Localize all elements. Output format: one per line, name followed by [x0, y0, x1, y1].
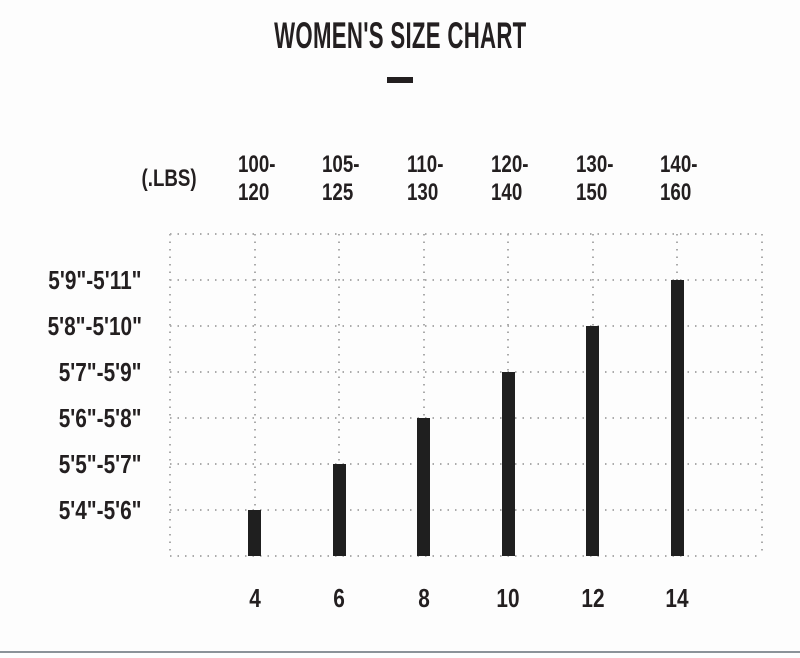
grid-vline [338, 234, 341, 556]
title-divider-dash [387, 77, 413, 83]
weight-range-line1: 100- [237, 151, 276, 178]
chart-title: WOMEN'S SIZE CHART [273, 15, 527, 56]
chart-header: WOMEN'S SIZE CHART [0, 15, 800, 57]
height-range-label: 5'6"-5'8" [59, 403, 142, 433]
size-label: 10 [496, 583, 520, 613]
grid-vline [253, 234, 256, 556]
grid-hline [170, 463, 762, 465]
weight-range-line1: 110- [406, 151, 444, 178]
grid-hline [170, 555, 762, 557]
grid-vline [422, 234, 425, 556]
height-range-label: 5'8"-5'10" [47, 311, 142, 341]
weight-range-line2: 125 [322, 179, 354, 206]
weight-range-label: 140- 160 [660, 151, 697, 207]
size-label: 4 [248, 583, 261, 613]
size-label: 12 [581, 583, 605, 613]
height-range-label: 5'4"-5'6" [59, 495, 142, 525]
weight-range-label: 120- 140 [491, 151, 528, 207]
size-bar [332, 464, 346, 556]
grid-hline [170, 371, 762, 373]
weight-range-line2: 130 [406, 179, 438, 206]
size-bar [670, 280, 684, 556]
size-label: 6 [333, 583, 345, 613]
size-bar [417, 418, 431, 556]
weight-range-line1: 130- [575, 151, 614, 178]
size-label: 8 [417, 583, 430, 613]
chart-grid [169, 233, 763, 557]
weight-range-label: 130- 150 [576, 151, 613, 207]
weight-unit-label: (.LBS) [141, 165, 197, 192]
grid-hline [170, 509, 762, 511]
weight-range-line1: 120- [491, 151, 529, 178]
size-bar [586, 326, 600, 556]
weight-range-line1: 105- [322, 151, 360, 178]
height-range-label: 5'5"-5'7" [59, 449, 142, 479]
grid-hline [170, 325, 762, 327]
grid-vline [761, 234, 763, 556]
height-range-label: 5'9"-5'11" [48, 265, 142, 295]
size-label: 14 [665, 583, 689, 613]
size-bar [248, 510, 262, 556]
grid-vline [169, 234, 171, 556]
section-divider-line [0, 651, 800, 653]
grid-hline [170, 279, 762, 281]
weight-range-label: 100- 120 [238, 151, 275, 207]
weight-range-line2: 160 [660, 179, 692, 206]
size-bar [501, 372, 515, 556]
grid-hline [170, 233, 762, 235]
height-range-label: 5'7"-5'9" [59, 357, 142, 387]
grid-hline [170, 417, 762, 419]
weight-range-line2: 120 [237, 179, 269, 206]
weight-range-line1: 140- [660, 151, 698, 178]
weight-range-label: 105- 125 [322, 151, 359, 207]
weight-range-line2: 140 [491, 179, 523, 206]
weight-range-label: 110- 130 [407, 151, 443, 207]
weight-range-line2: 150 [575, 179, 608, 206]
